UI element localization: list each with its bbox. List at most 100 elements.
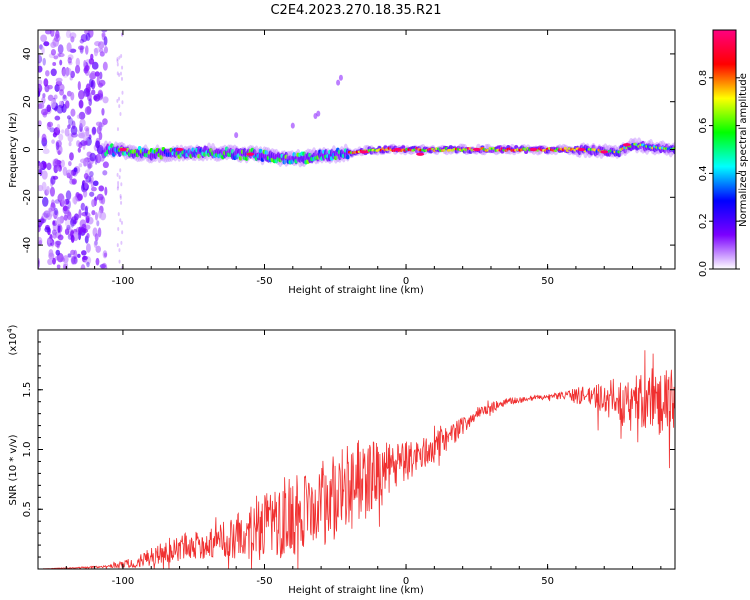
noise-mark <box>88 98 93 107</box>
noise-mark <box>65 30 72 39</box>
snr-panel: -100 -50 0 50 0.5 1.0 1.5 Height of straight l… <box>6 324 676 596</box>
band-core-mark <box>137 146 142 151</box>
noise-mark <box>91 199 96 208</box>
noise-mark <box>95 121 102 127</box>
noise-mark <box>75 57 80 68</box>
spectrogram-marks <box>38 30 675 269</box>
band-mark <box>401 145 406 150</box>
noise-mark <box>77 253 81 258</box>
noise-mark <box>73 195 78 205</box>
noise-mark <box>116 186 119 191</box>
noise-mark <box>42 196 49 207</box>
noise-mark <box>77 147 81 153</box>
noise-mark <box>79 47 84 53</box>
noise-mark <box>117 184 120 189</box>
spectrogram-y-tick-label: -40 <box>22 237 33 253</box>
noise-mark <box>119 218 122 223</box>
snr-ticks: -100 -50 0 50 0.5 1.0 1.5 <box>22 330 675 587</box>
noise-mark <box>38 65 43 73</box>
noise-mark <box>118 175 121 180</box>
noise-mark <box>120 182 123 187</box>
noise-mark <box>103 46 108 54</box>
band-peak-mark <box>359 150 368 154</box>
noise-mark <box>102 118 108 126</box>
noise-mark <box>70 36 75 43</box>
snr-x-tick-label: 50 <box>541 576 554 587</box>
noise-mark <box>102 161 109 169</box>
noise-mark <box>56 264 61 269</box>
noise-mark <box>48 252 55 260</box>
noise-mark <box>38 103 43 110</box>
noise-mark <box>101 107 105 116</box>
band-mark <box>369 150 374 155</box>
band-peak-mark <box>118 147 127 152</box>
noise-mark <box>93 95 98 101</box>
noise-mark <box>64 127 70 137</box>
spectrogram-y-tick-label: 20 <box>22 95 33 108</box>
noise-mark <box>89 191 95 197</box>
noise-mark <box>93 240 98 248</box>
band-core-mark <box>260 157 265 162</box>
noise-mark <box>73 167 78 172</box>
noise-mark <box>45 30 52 35</box>
colorbar-tick-label: 0.2 <box>698 213 709 229</box>
noise-mark <box>57 150 61 155</box>
noise-mark <box>83 189 88 198</box>
noise-mark <box>67 211 72 221</box>
band-core-mark <box>258 148 263 154</box>
noise-mark <box>88 58 95 65</box>
noise-mark <box>102 250 108 259</box>
noise-mark <box>62 255 69 264</box>
spectrogram-ticks: -100 -50 0 50 -40 -20 0 20 40 <box>22 29 675 287</box>
noise-mark <box>74 64 81 74</box>
noise-mark <box>96 193 104 201</box>
noise-mark <box>56 216 62 226</box>
noise-mark <box>90 79 96 90</box>
noise-mark <box>70 218 75 228</box>
noise-mark <box>50 41 57 49</box>
spectrogram-y-tick-label: -20 <box>22 189 33 205</box>
noise-mark <box>54 199 60 204</box>
noise-mark <box>43 41 50 47</box>
noise-mark <box>62 94 67 100</box>
noise-mark <box>121 100 124 105</box>
noise-mark <box>99 48 104 54</box>
snr-y-tick-label: 1.5 <box>22 382 33 398</box>
noise-mark <box>41 46 45 55</box>
noise-mark <box>116 127 119 132</box>
noise-mark <box>56 53 61 58</box>
noise-mark <box>54 115 61 121</box>
band-peak-mark <box>577 147 586 152</box>
noise-mark <box>102 170 108 176</box>
colorbar-tick-label: 0.0 <box>698 261 709 277</box>
band-peak-mark <box>416 152 425 156</box>
noise-mark <box>40 216 44 225</box>
noise-mark <box>50 175 56 185</box>
noise-mark <box>70 255 76 265</box>
noise-mark <box>103 36 108 46</box>
snr-background <box>38 330 675 569</box>
noise-mark <box>67 253 72 258</box>
noise-mark <box>58 83 65 92</box>
snr-series-line <box>38 350 675 569</box>
noise-mark <box>57 52 65 58</box>
noise-mark <box>116 57 119 62</box>
band-core-mark <box>110 143 114 148</box>
noise-mark <box>38 236 43 246</box>
noise-mark <box>92 180 99 186</box>
noise-mark <box>77 81 81 91</box>
noise-mark <box>60 257 66 263</box>
noise-mark <box>41 133 47 143</box>
band-core-mark <box>238 156 243 161</box>
noise-mark <box>56 243 60 249</box>
noise-mark <box>98 209 102 219</box>
noise-mark <box>92 126 97 135</box>
colorbar-ticks: 0.0 0.2 0.4 0.6 0.8 <box>698 70 740 277</box>
noise-mark <box>104 186 108 196</box>
noise-mark <box>55 141 60 151</box>
noise-mark <box>49 127 55 133</box>
noise-mark <box>57 164 63 172</box>
noise-mark <box>65 100 70 109</box>
noise-mark <box>50 30 55 37</box>
noise-mark <box>102 96 109 104</box>
